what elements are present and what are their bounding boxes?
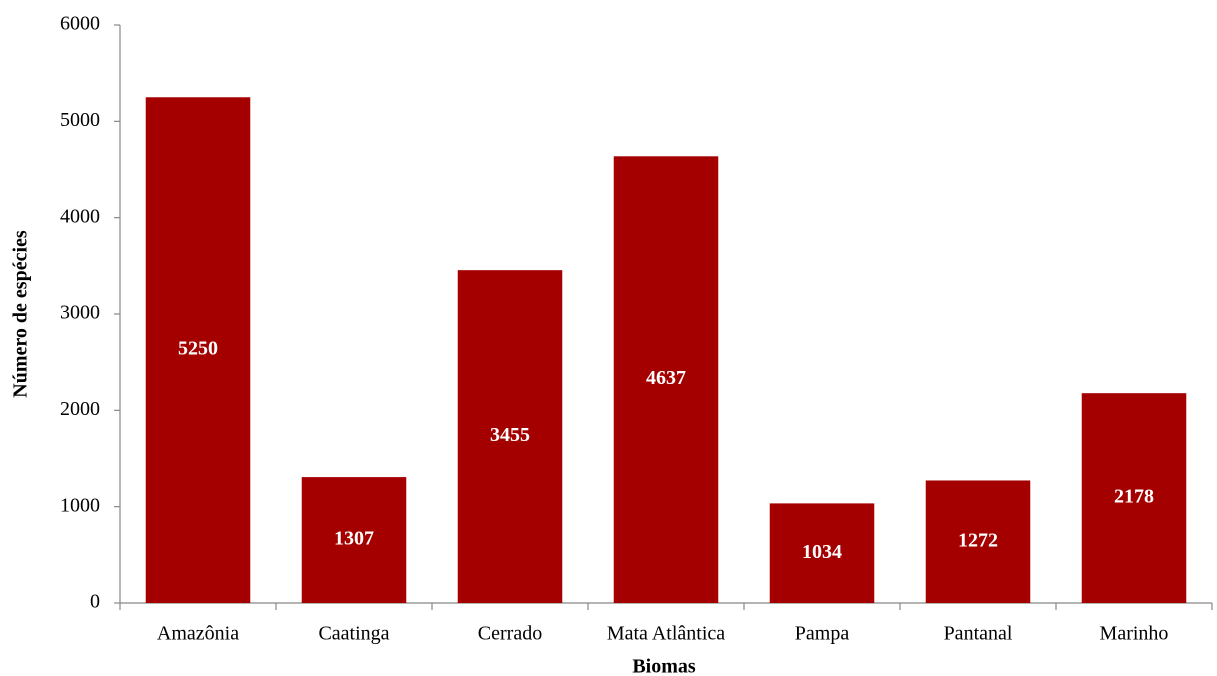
x-tick-label: Pantanal [944,623,1013,645]
data-label: 3455 [490,424,530,446]
x-axis-title: Biomas [632,656,696,676]
x-tick-label: Caatinga [318,623,389,645]
data-label: 5250 [178,338,218,360]
data-label: 2178 [1114,486,1154,508]
y-tick-label: 1000 [60,494,100,516]
x-tick-label: Mata Atlântica [607,623,725,645]
x-tick-label: Cerrado [478,623,542,645]
y-tick-label: 3000 [60,302,100,324]
x-tick-label: Marinho [1100,623,1169,645]
data-label: 1034 [802,541,842,563]
data-label: 1272 [958,529,998,551]
bar [1081,393,1187,603]
bar [457,270,563,603]
y-tick-label: 6000 [60,13,100,35]
y-tick-label: 0 [90,591,100,613]
bar [145,97,251,603]
x-tick-label: Pampa [795,623,850,645]
bar [613,156,719,603]
data-label: 1307 [334,528,374,550]
data-label: 4637 [646,367,686,389]
bar [769,503,875,603]
bar [301,477,407,603]
bar [925,480,1031,603]
y-tick-label: 4000 [60,205,100,227]
y-tick-label: 2000 [60,398,100,420]
x-tick-label: Amazônia [157,623,239,645]
y-tick-label: 5000 [60,109,100,131]
y-axis-title: Número de espécies [10,230,32,398]
